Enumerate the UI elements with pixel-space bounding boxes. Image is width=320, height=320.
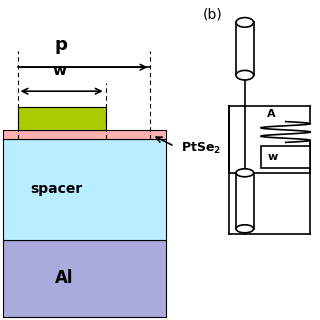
Bar xyxy=(3,130,166,139)
Bar xyxy=(236,22,254,75)
Bar xyxy=(3,240,166,317)
Ellipse shape xyxy=(236,225,254,233)
Text: $\mathbf{PtSe_2}$: $\mathbf{PtSe_2}$ xyxy=(181,141,221,156)
Bar xyxy=(3,139,166,240)
Bar xyxy=(236,173,254,229)
Text: w: w xyxy=(52,63,66,78)
Text: (b): (b) xyxy=(203,8,223,22)
Ellipse shape xyxy=(236,18,254,27)
Ellipse shape xyxy=(236,169,254,177)
Bar xyxy=(18,107,106,130)
Text: A: A xyxy=(267,108,276,119)
Text: spacer: spacer xyxy=(30,182,82,196)
Ellipse shape xyxy=(236,70,254,80)
Text: w: w xyxy=(267,152,277,163)
Bar xyxy=(261,146,310,168)
Text: Al: Al xyxy=(55,269,73,287)
Text: p: p xyxy=(54,36,67,54)
